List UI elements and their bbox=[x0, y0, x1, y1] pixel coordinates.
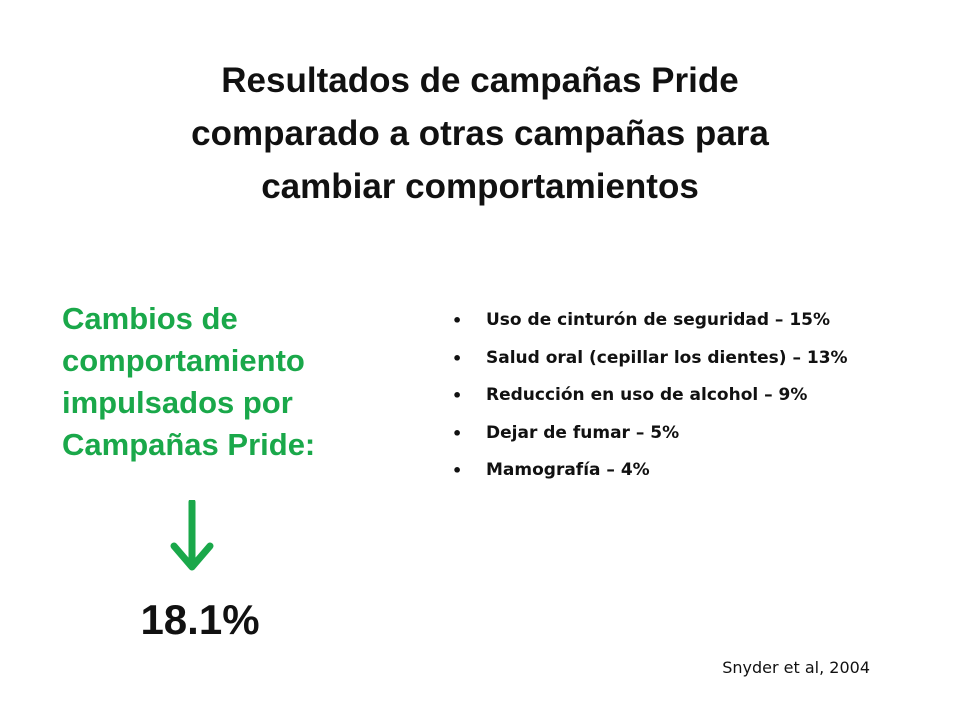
down-arrow-icon bbox=[170, 500, 214, 571]
slide-title-line: cambiar comportamientos bbox=[261, 167, 699, 206]
slide-title-line: Resultados de campañas Pride bbox=[221, 61, 739, 100]
bullet-icon: • bbox=[452, 348, 463, 368]
subheading-line: Cambios de bbox=[62, 301, 238, 336]
list-item-text: Uso de cinturón de seguridad – 15% bbox=[486, 310, 831, 330]
citation: Snyder et al, 2004 bbox=[722, 658, 870, 677]
subheading-line: impulsados por bbox=[62, 385, 293, 420]
list-item-text: Salud oral (cepillar los dientes) – 13% bbox=[486, 347, 848, 368]
list-item: • Mamografía – 4% bbox=[452, 452, 932, 490]
list-item-text: Reducción en uso de alcohol – 9% bbox=[486, 385, 808, 405]
list-item: • Salud oral (cepillar los dientes) – 13… bbox=[452, 340, 932, 378]
slide-title-line: comparado a otras campañas para bbox=[191, 114, 769, 153]
list-item-text: Dejar de fumar – 5% bbox=[486, 422, 680, 443]
list-item: • Reducción en uso de alcohol – 9% bbox=[452, 377, 932, 415]
list-item-text: Mamografía – 4% bbox=[486, 460, 650, 480]
comparison-list: • Uso de cinturón de seguridad – 15% • S… bbox=[452, 302, 932, 490]
subheading-line: comportamiento bbox=[62, 343, 305, 378]
list-item: • Dejar de fumar – 5% bbox=[452, 415, 932, 453]
list-item: • Uso de cinturón de seguridad – 15% bbox=[452, 302, 932, 340]
bullet-icon: • bbox=[452, 386, 463, 405]
pride-campaign-subheading: Cambios de comportamiento impulsados por… bbox=[62, 298, 402, 466]
bullet-icon: • bbox=[452, 423, 463, 443]
bullet-icon: • bbox=[452, 311, 463, 330]
slide-title: Resultados de campañas Pride comparado a… bbox=[60, 54, 900, 213]
bullet-icon: • bbox=[452, 461, 463, 480]
subheading-line: Campañas Pride: bbox=[62, 427, 316, 462]
pride-result-value: 18.1% bbox=[140, 596, 260, 643]
